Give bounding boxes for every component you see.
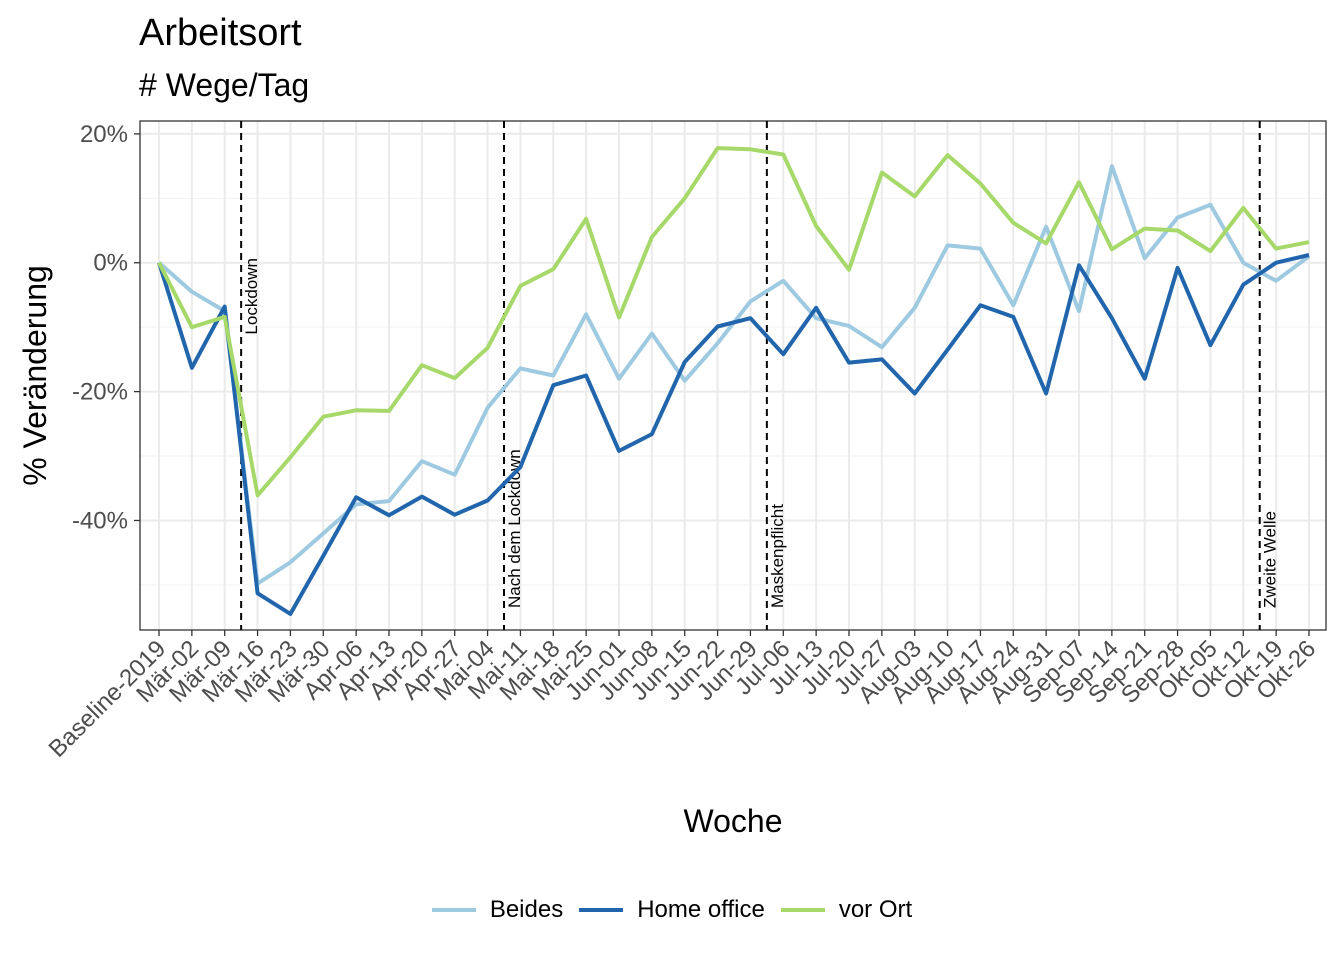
y-tick-label: 20%: [80, 121, 128, 148]
y-tick-label: -40%: [72, 507, 128, 534]
y-tick-label: -20%: [72, 379, 128, 406]
legend-label: Home office: [637, 896, 765, 923]
chart-subtitle: # Wege/Tag: [139, 67, 310, 103]
legend-key: [780, 908, 825, 912]
legend-label: vor Ort: [838, 896, 913, 923]
event-line-label: Zweite Welle: [1261, 511, 1280, 608]
legend-key: [579, 908, 624, 912]
y-tick-label: 0%: [93, 250, 128, 277]
legend-label: Beides: [489, 896, 564, 923]
legend-item: Home office: [579, 896, 765, 924]
line-chart: 20%0%-20%-40%Baseline-2019Mär-02Mär-09Mä…: [17, 120, 1327, 839]
legend-item: vor Ort: [780, 896, 913, 924]
legend-item: Beides: [431, 896, 564, 924]
event-line-label: Maskenpflicht: [768, 504, 787, 608]
event-line-label: Nach dem Lockdown: [505, 449, 524, 608]
legend: Beides Home office vor Ort: [0, 888, 1344, 932]
y-axis-title: % Veränderung: [17, 265, 53, 486]
legend-key: [431, 908, 476, 912]
series-line-vor-ort: [157, 146, 1310, 498]
x-axis-title: Woche: [683, 803, 782, 839]
plot-panel-border: [139, 120, 1327, 631]
series-line-home-office: [157, 253, 1310, 616]
chart-title: Arbeitsort: [139, 12, 302, 54]
event-line-label: Lockdown: [242, 258, 261, 335]
